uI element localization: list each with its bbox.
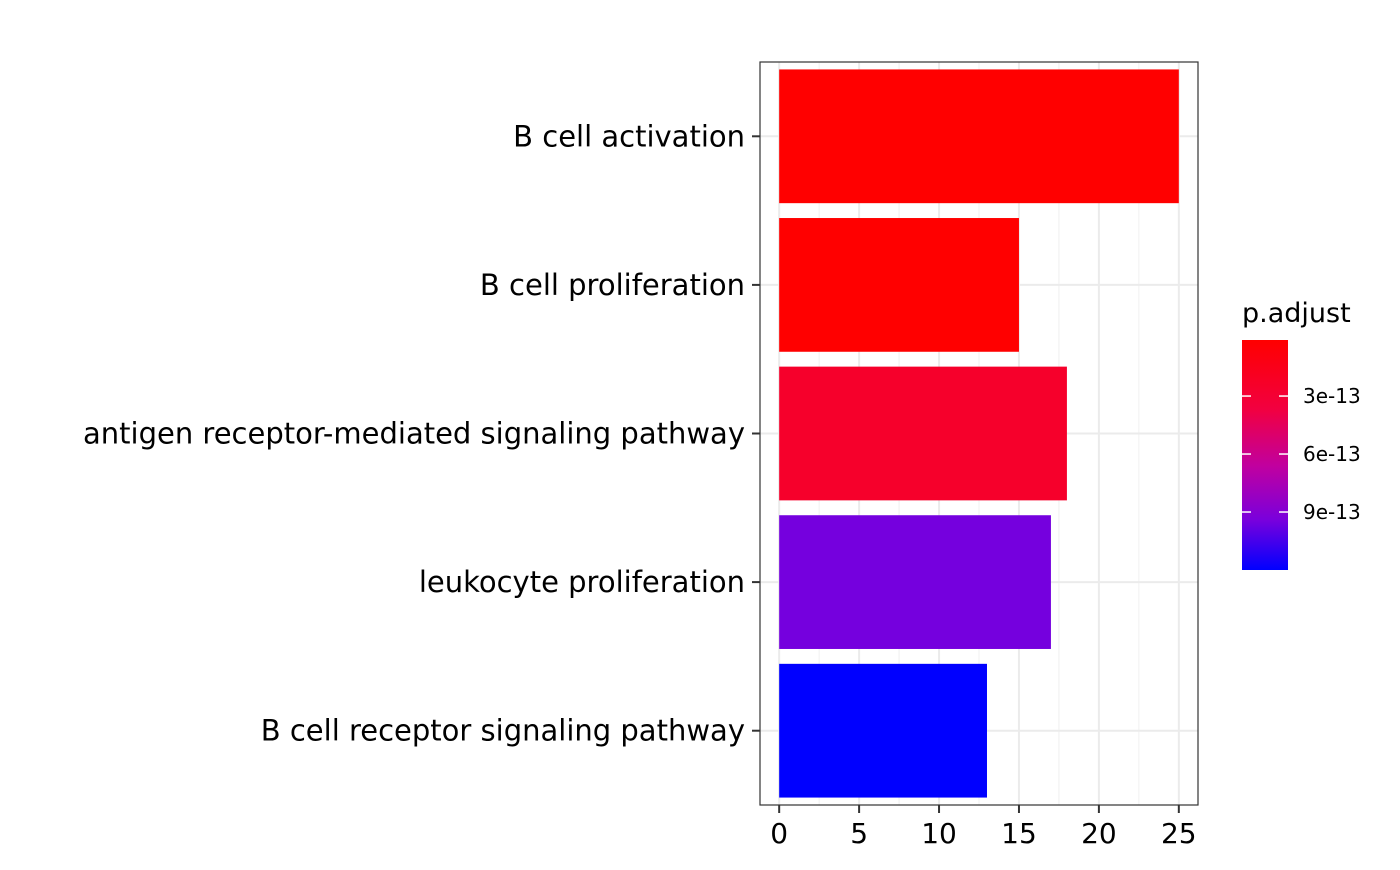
legend-label: 6e-13 [1303, 442, 1361, 466]
legend-title: p.adjust [1242, 298, 1351, 329]
legend-colorbar [1242, 340, 1288, 570]
legend-label: 3e-13 [1303, 384, 1361, 408]
bar [779, 69, 1179, 204]
bar [779, 366, 1067, 501]
y-tick-label: B cell proliferation [480, 268, 745, 302]
y-tick-label: B cell activation [513, 119, 745, 153]
x-tick-label: 20 [1081, 817, 1117, 850]
legend-ticks: 3e-13 6e-13 9e-13 [1242, 384, 1361, 524]
x-tick-label: 15 [1001, 817, 1037, 850]
legend-label: 9e-13 [1303, 500, 1361, 524]
bar [779, 515, 1051, 649]
y-tick-label: B cell receptor signaling pathway [261, 714, 745, 748]
x-tick-label: 25 [1161, 817, 1197, 850]
x-tick-label: 10 [921, 817, 957, 850]
bar [779, 663, 987, 798]
y-axis: B cell activation B cell proliferation ant… [83, 119, 760, 748]
y-tick-label: antigen receptor-mediated signaling path… [83, 417, 745, 451]
x-tick-label: 0 [770, 817, 788, 850]
bars [779, 69, 1179, 798]
y-tick-label: leukocyte proliferation [419, 565, 745, 599]
color-legend: p.adjust 3e-13 6e-13 9e-13 [1242, 298, 1361, 570]
x-axis: 0 5 10 15 20 25 [770, 805, 1197, 850]
bar [779, 218, 1019, 352]
x-tick-label: 5 [850, 817, 868, 850]
